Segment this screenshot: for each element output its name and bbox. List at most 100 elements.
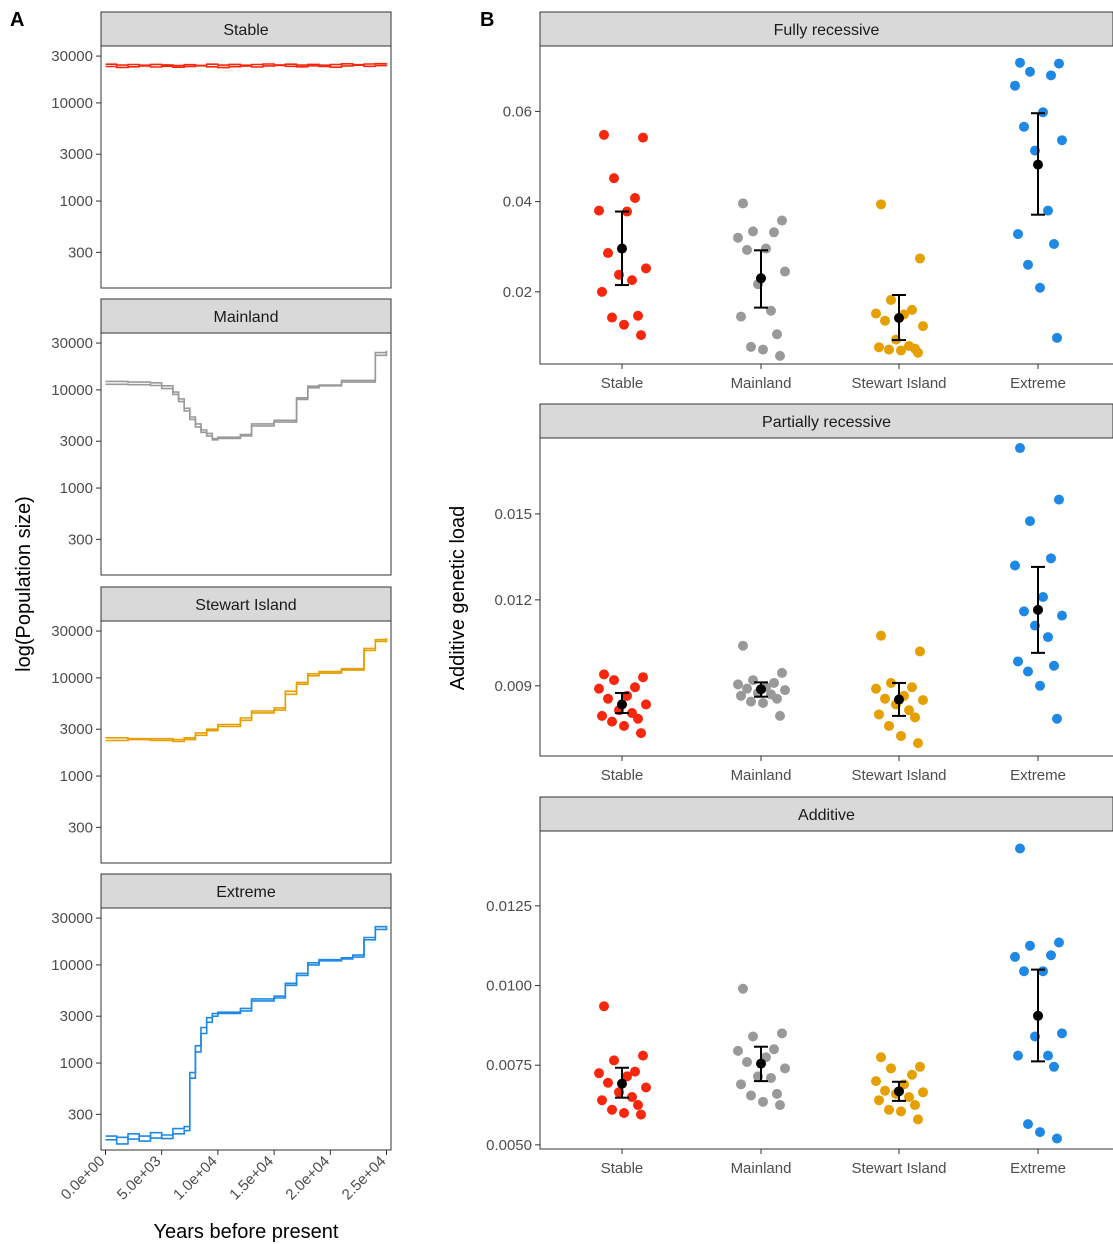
data-point-mainland: [777, 667, 787, 678]
data-point-extreme: [1057, 135, 1067, 146]
y-tick-label: 10000: [51, 670, 93, 687]
facet-stewart-island: Stewart Island 300 1000 3000 10000 30000: [51, 586, 392, 864]
data-point-extreme: [1010, 560, 1020, 571]
data-point-extreme: [1023, 259, 1033, 270]
data-point-extreme: [1054, 937, 1064, 948]
data-point-mainland: [780, 685, 790, 696]
data-point-mainland: [742, 683, 752, 694]
data-point-stable: [633, 713, 643, 724]
data-point-stable: [597, 1095, 607, 1106]
data-point-stewart-island: [880, 1085, 890, 1096]
y-tick-label: 0.0125: [486, 898, 532, 915]
data-point-mainland: [769, 227, 779, 238]
data-point-mainland: [748, 675, 758, 686]
x-tick-label: Stewart Island: [851, 375, 946, 392]
data-point-stable: [594, 205, 604, 216]
data-point-mainland: [736, 1079, 746, 1090]
panel-a-x-axis-title: Years before present: [154, 1221, 339, 1243]
data-point-stable: [609, 173, 619, 184]
x-tick-label: 0.0e+00: [58, 1153, 109, 1204]
data-point-mainland: [780, 266, 790, 277]
data-point-extreme: [1019, 966, 1029, 977]
data-point-stable: [609, 1055, 619, 1066]
facet-strip: [100, 873, 392, 909]
data-point-mainland: [766, 1072, 776, 1083]
data-point-stewart-island: [904, 1092, 914, 1103]
facet-panel-frame: [539, 830, 1113, 1150]
facet-strip: [539, 796, 1113, 832]
data-point-stable: [630, 682, 640, 693]
facet-extreme: Extreme 300 1000 3000 10000 30000 0.0e+00 5.0e+…: [51, 873, 392, 1204]
data-point-mainland: [733, 232, 743, 243]
data-point-mainland: [748, 1031, 758, 1042]
mean-point-mainland: [756, 273, 766, 284]
data-point-mainland: [758, 344, 768, 355]
data-point-extreme: [1025, 516, 1035, 527]
data-point-mainland: [736, 311, 746, 322]
data-point-extreme: [1025, 66, 1035, 77]
data-point-stewart-island: [918, 321, 928, 332]
facet-strip: [539, 11, 1113, 47]
data-point-extreme: [1057, 1028, 1067, 1039]
x-tick-label: Stewart Island: [851, 767, 946, 784]
data-point-extreme: [1013, 1050, 1023, 1061]
y-tick-label: 0.04: [503, 194, 532, 211]
data-point-mainland: [746, 1090, 756, 1101]
data-point-stewart-island: [913, 347, 923, 358]
data-point-stewart-island: [871, 1076, 881, 1087]
data-point-mainland: [775, 710, 785, 721]
data-point-extreme: [1013, 656, 1023, 667]
facet-mainland: Mainland 300 1000 3000 10000 30000: [51, 298, 392, 576]
data-point-extreme: [1010, 951, 1020, 962]
facet-panel-frame: [100, 332, 392, 576]
facet-strip-label: Extreme: [216, 884, 276, 901]
panel-label-b: B: [480, 9, 494, 31]
data-point-stewart-island: [880, 315, 890, 326]
data-point-stable: [627, 275, 637, 286]
data-point-extreme: [1049, 660, 1059, 671]
data-point-stewart-island: [884, 720, 894, 731]
data-point-stewart-island: [915, 1061, 925, 1072]
panel-a-population-history: Stable 300 1000 3000 10000 30000 Mainland 300 10…: [51, 11, 392, 1204]
data-point-stable: [603, 1077, 613, 1088]
data-point-stewart-island: [874, 1095, 884, 1106]
facet-strip-label: Additive: [798, 807, 855, 824]
facet-stable: Stable 300 1000 3000 10000 30000: [51, 11, 392, 289]
x-tick-label: 1.0e+04: [170, 1153, 221, 1204]
facet-strip: [100, 11, 392, 47]
data-point-mainland: [736, 690, 746, 701]
data-point-extreme: [1023, 1119, 1033, 1130]
data-point-stewart-island: [874, 709, 884, 720]
data-point-stewart-island: [913, 738, 923, 749]
data-point-extreme: [1023, 666, 1033, 677]
data-point-stable: [607, 312, 617, 323]
facet-panel-frame: [100, 620, 392, 864]
y-tick-label: 10000: [51, 95, 93, 112]
data-point-stable: [619, 1107, 629, 1118]
data-point-stewart-island: [886, 677, 896, 688]
data-point-stewart-island: [884, 1104, 894, 1115]
data-point-stable: [633, 1100, 643, 1111]
data-point-extreme: [1043, 1050, 1053, 1061]
data-point-extreme: [1046, 950, 1056, 961]
data-point-extreme: [1019, 121, 1029, 132]
data-point-extreme: [1052, 713, 1062, 724]
y-tick-label: 1000: [60, 768, 93, 785]
y-tick-label: 10000: [51, 382, 93, 399]
data-point-stewart-island: [886, 294, 896, 305]
y-tick-label: 1000: [60, 480, 93, 497]
data-point-stable: [597, 286, 607, 297]
data-point-stewart-island: [880, 693, 890, 704]
facet-strip-label: Fully recessive: [774, 22, 880, 39]
data-point-stewart-island: [907, 682, 917, 693]
y-tick-label: 3000: [60, 433, 93, 450]
data-point-mainland: [738, 640, 748, 651]
mean-point-stable: [617, 699, 627, 710]
data-point-mainland: [758, 1096, 768, 1107]
data-point-extreme: [1057, 610, 1067, 621]
mean-point-extreme: [1033, 159, 1043, 170]
data-point-extreme: [1038, 592, 1048, 602]
x-tick-label: 2.0e+04: [282, 1153, 333, 1204]
data-point-extreme: [1035, 1127, 1045, 1138]
data-point-mainland: [769, 1044, 779, 1055]
